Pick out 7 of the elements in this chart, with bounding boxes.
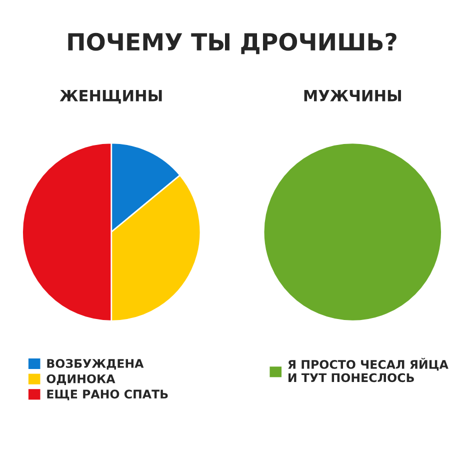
chart-title: ПОЧЕМУ ТЫ ДРОЧИШЬ?	[68, 32, 396, 54]
legend-label: ОДИНОКА	[46, 374, 116, 385]
legend-label: ВОЗБУЖДЕНА	[47, 359, 144, 370]
chart-subtitle: ЖЕНЩИНЫ	[60, 90, 162, 104]
legend-label: Я ПРОСТО ЧЕСАЛ ЯЙЦА И ТУТ ПОНЕСЛОСЬ	[288, 358, 448, 382]
legend-label: ЕЩЕ РАНО СПАТЬ	[47, 390, 168, 400]
chart-subtitle: МУЖЧИНЫ	[304, 90, 401, 102]
